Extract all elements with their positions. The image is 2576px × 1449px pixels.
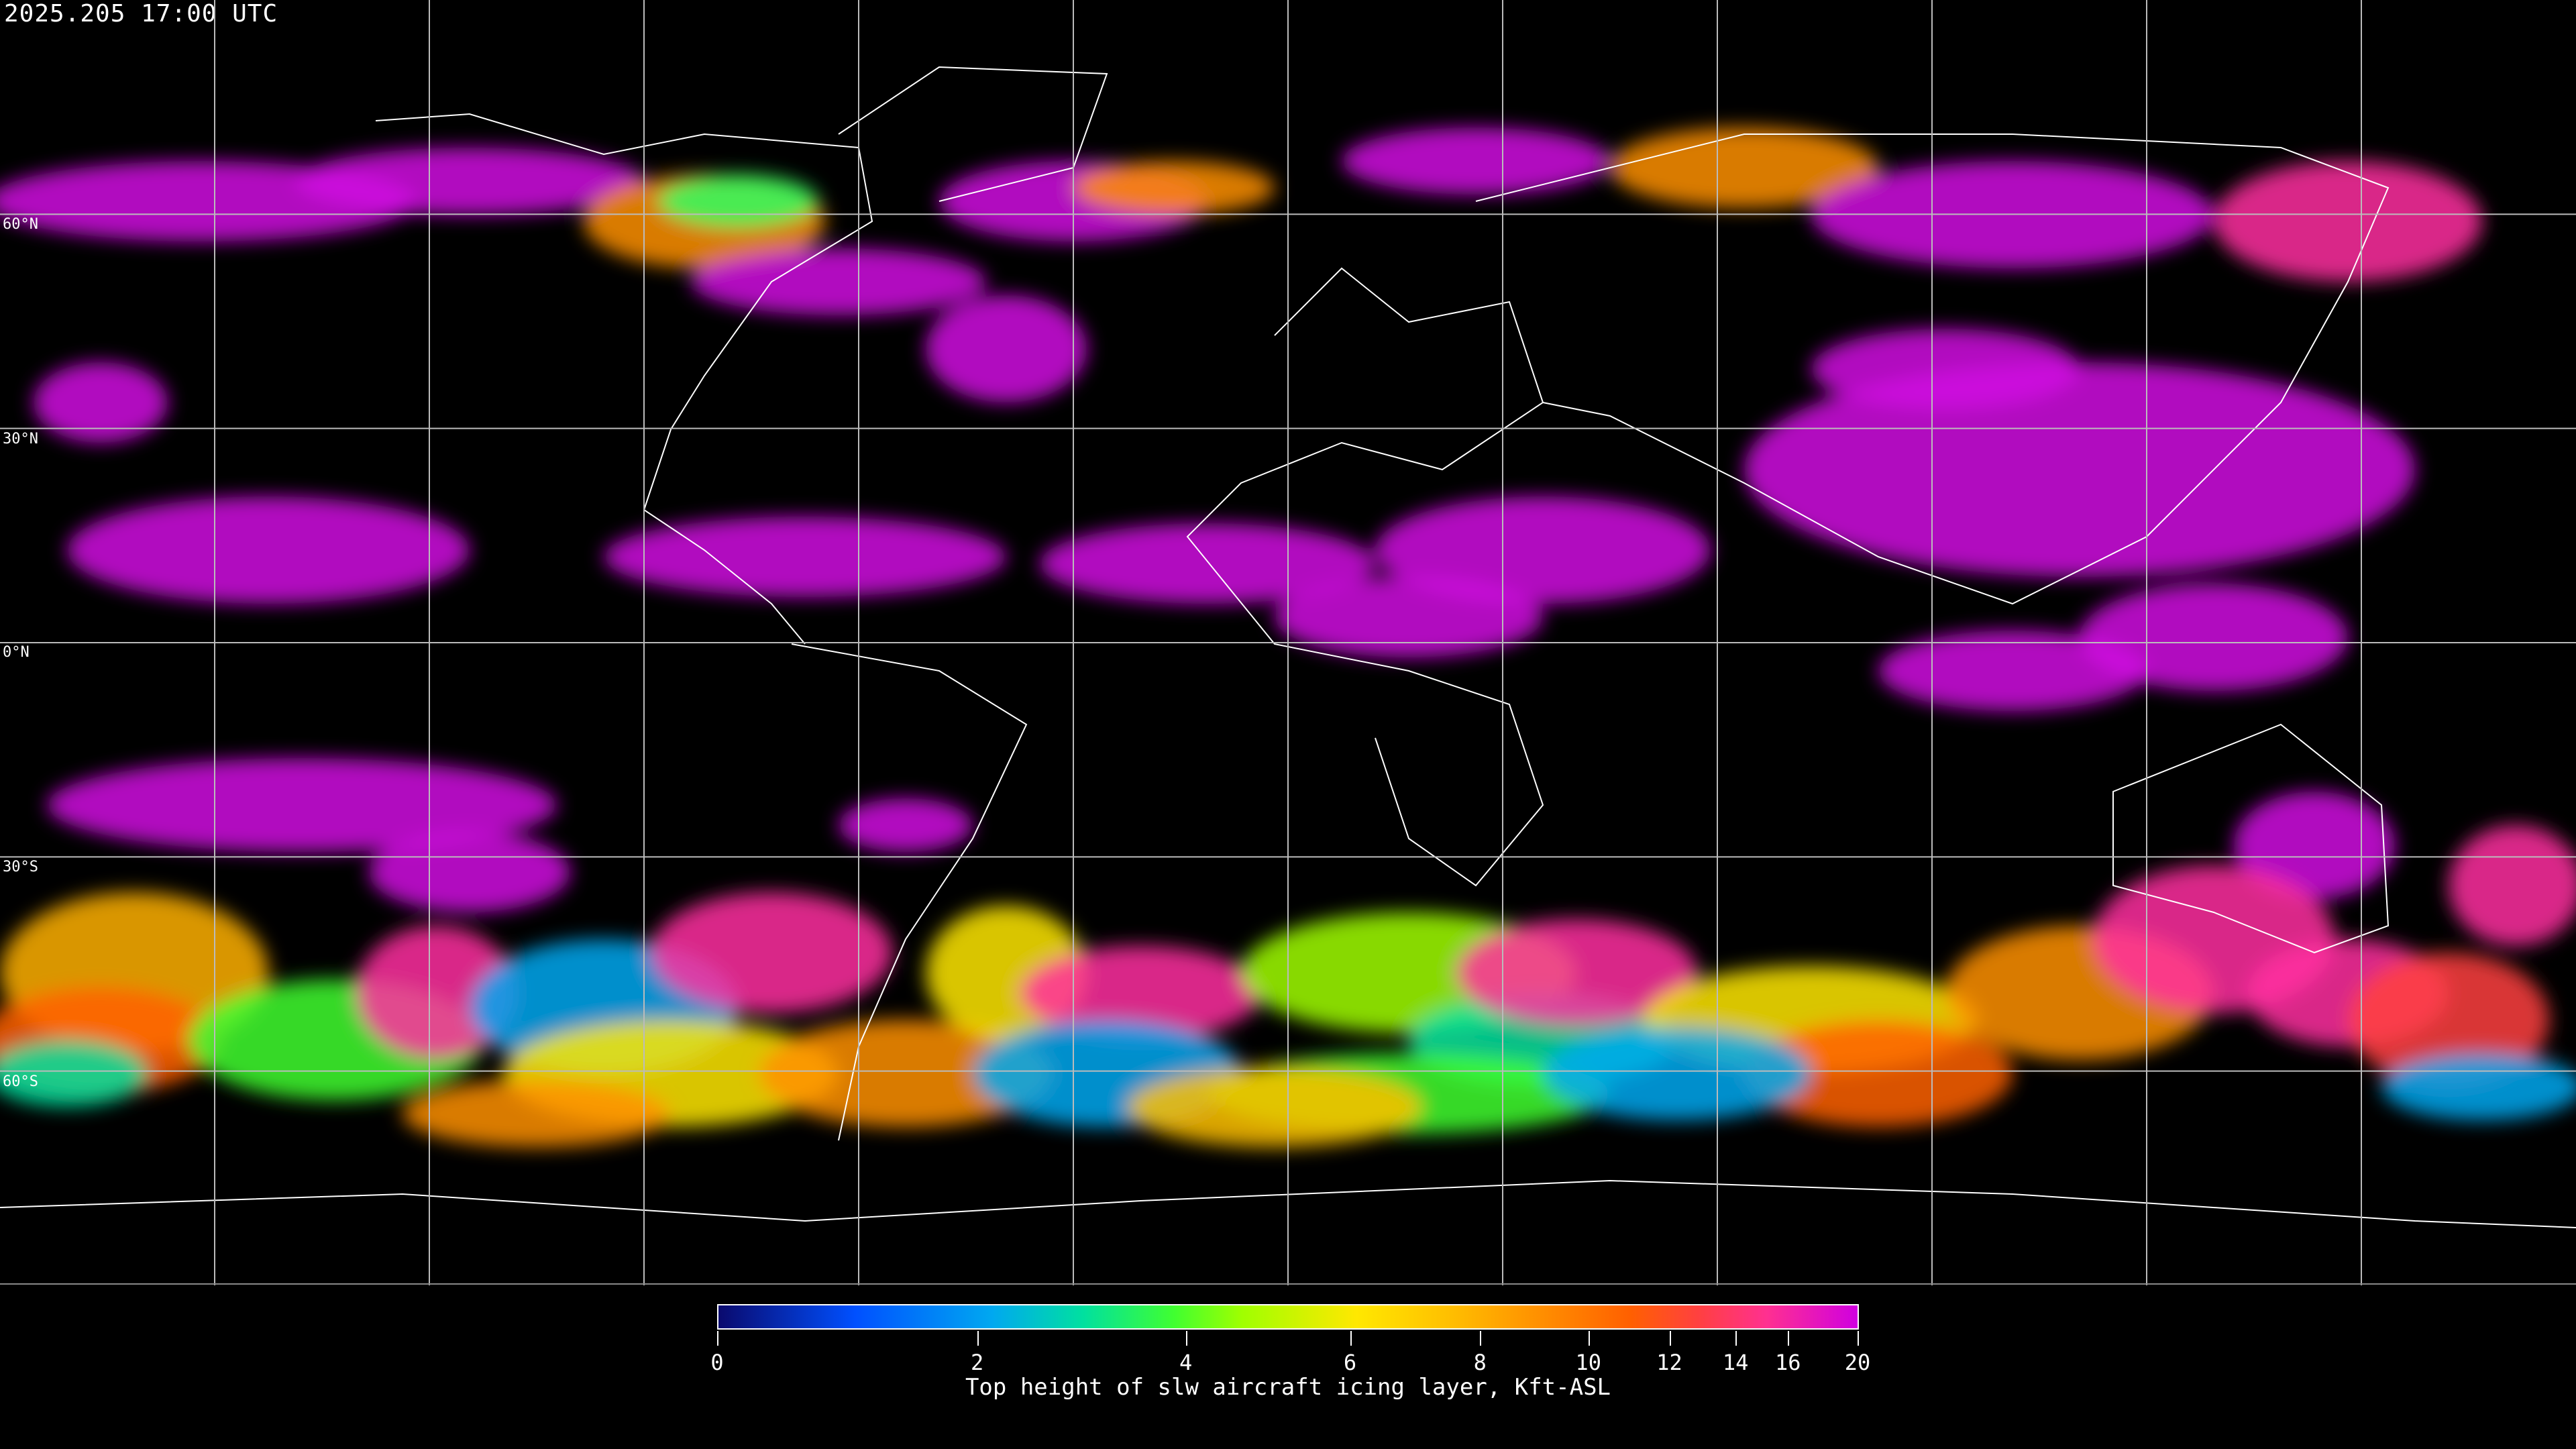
icing-cloud-area bbox=[1744, 1020, 2012, 1127]
colorbar-tick-label: 20 bbox=[1844, 1350, 1871, 1375]
colorbar-tick-label: 2 bbox=[970, 1350, 984, 1375]
colorbar-tick bbox=[977, 1331, 979, 1346]
icing-cloud-area bbox=[1040, 523, 1375, 604]
icing-cloud-area bbox=[369, 832, 570, 912]
graticule bbox=[0, 0, 2576, 1285]
coastline bbox=[1186, 267, 1544, 887]
icing-cloud-area bbox=[2348, 953, 2549, 1087]
coastline bbox=[0, 1179, 2576, 1228]
icing-cloud-area bbox=[1020, 946, 1261, 1040]
lat-label-60n: 60°N bbox=[3, 216, 38, 233]
coastline bbox=[838, 66, 1108, 202]
colorbar-tick bbox=[717, 1331, 718, 1346]
colorbar bbox=[717, 1304, 1859, 1330]
colorbar-tick bbox=[1350, 1331, 1352, 1346]
colorbar-tick-label: 0 bbox=[710, 1350, 724, 1375]
icing-cloud-area bbox=[1543, 1026, 1811, 1120]
colorbar-tick bbox=[1185, 1331, 1187, 1346]
icing-cloud-area bbox=[1811, 329, 2080, 409]
icing-cloud-area bbox=[1456, 919, 1697, 1026]
coastline bbox=[375, 113, 873, 645]
icing-map bbox=[0, 0, 2576, 1285]
timestamp: 2025.205 17:00 UTC bbox=[4, 0, 278, 28]
lat-label-equator: 0°N bbox=[3, 644, 30, 661]
colorbar-tick-label: 4 bbox=[1179, 1350, 1193, 1375]
icing-cloud-area bbox=[0, 1040, 148, 1107]
colorbar-tick-label: 10 bbox=[1575, 1350, 1602, 1375]
lat-label-30n: 30°N bbox=[3, 431, 38, 447]
icing-cloud-area bbox=[2381, 1053, 2576, 1120]
icing-cloud-area bbox=[1610, 127, 1878, 208]
colorbar-tick-label: 16 bbox=[1775, 1350, 1801, 1375]
colorbar-tick bbox=[1588, 1331, 1590, 1346]
icing-cloud-area bbox=[295, 148, 644, 215]
icing-cloud-area bbox=[604, 517, 1006, 597]
icing-cloud-area bbox=[839, 798, 973, 852]
colorbar-tick-label: 14 bbox=[1722, 1350, 1749, 1375]
icing-cloud-area bbox=[1744, 362, 2415, 577]
icing-cloud-area bbox=[657, 174, 818, 228]
icing-cloud-area bbox=[2449, 825, 2576, 946]
colorbar-tick bbox=[1480, 1331, 1482, 1346]
icing-cloud-area bbox=[1342, 127, 1610, 195]
icing-cloud-area bbox=[1878, 631, 2147, 711]
colorbar-tick bbox=[1858, 1331, 1859, 1346]
icing-cloud-area bbox=[2214, 161, 2482, 282]
icing-cloud-area bbox=[651, 892, 892, 1013]
colorbar-tick bbox=[1669, 1331, 1671, 1346]
icing-cloud-area bbox=[926, 295, 1087, 402]
icing-cloud-area bbox=[1275, 577, 1543, 657]
icing-layer bbox=[0, 127, 2576, 1147]
coastlines bbox=[0, 66, 2576, 1228]
colorbar-tick bbox=[1735, 1331, 1737, 1346]
colorbar-tick bbox=[1788, 1331, 1790, 1346]
coastline bbox=[1475, 133, 2390, 605]
lat-label-60s: 60°S bbox=[3, 1073, 38, 1090]
colorbar-label: Top height of slw aircraft icing layer, … bbox=[965, 1374, 1611, 1401]
icing-cloud-area bbox=[2234, 792, 2395, 899]
colorbar-tick-label: 8 bbox=[1473, 1350, 1487, 1375]
icing-cloud-area bbox=[758, 1020, 1053, 1127]
coastline bbox=[2112, 723, 2390, 954]
colorbar-ticks: 0 2 4 6 8 10 12 14 16 20 bbox=[710, 1331, 1870, 1378]
colorbar-tick-label: 6 bbox=[1343, 1350, 1357, 1375]
icing-cloud-area bbox=[34, 362, 168, 443]
icing-cloud-area bbox=[402, 1080, 671, 1147]
icing-cloud-area bbox=[1073, 161, 1275, 215]
icing-cloud-area bbox=[67, 496, 470, 604]
icing-cloud-area bbox=[1127, 1067, 1422, 1147]
icing-cloud-area bbox=[1375, 496, 1711, 604]
icing-cloud-area bbox=[691, 248, 986, 315]
lat-label-30s: 30°S bbox=[3, 859, 38, 875]
colorbar-tick-label: 12 bbox=[1656, 1350, 1682, 1375]
